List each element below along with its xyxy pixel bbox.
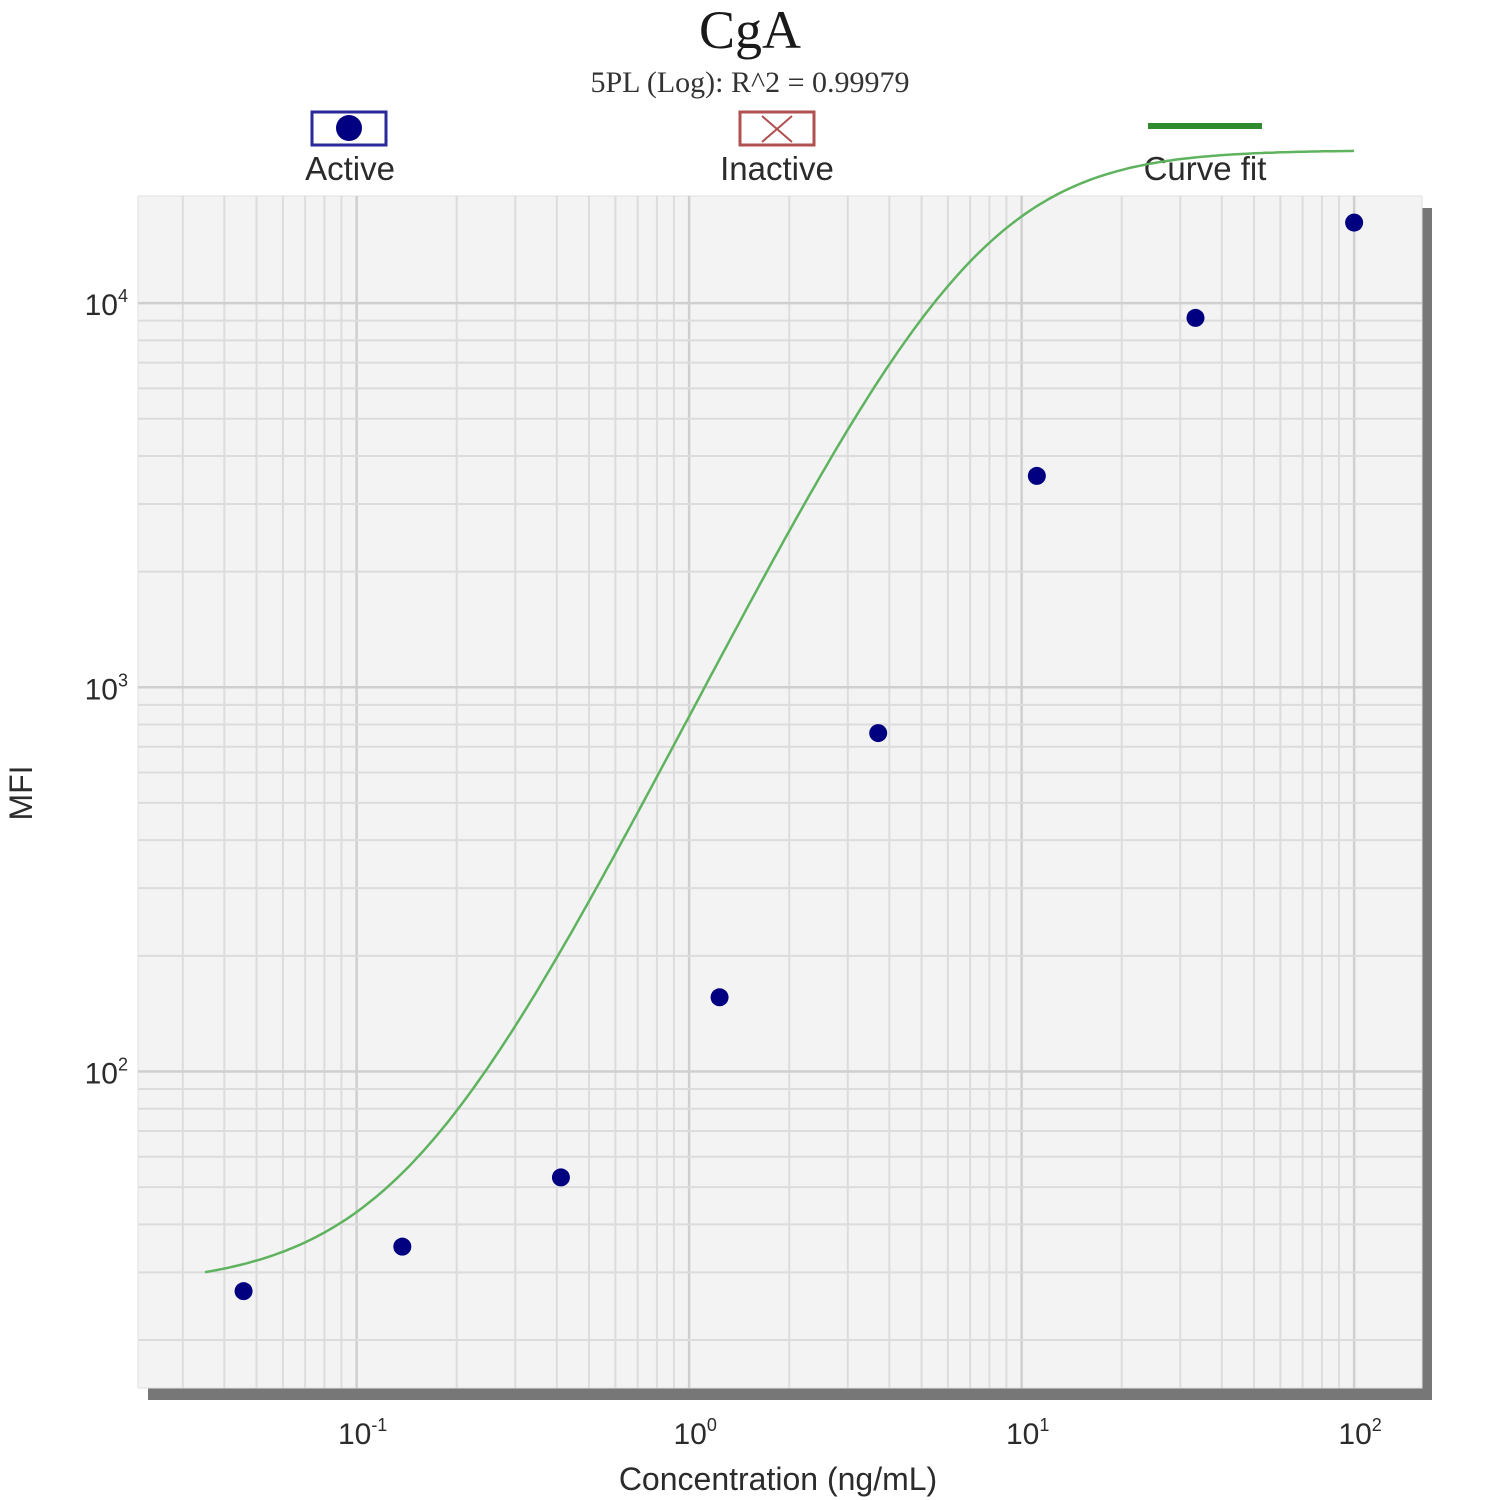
data-point bbox=[1027, 466, 1046, 485]
x-tick-labels: 10-1 100 101 102 bbox=[338, 1415, 1382, 1451]
plot-area bbox=[137, 195, 1423, 1389]
curve-layer bbox=[204, 149, 1355, 1274]
legend-active-marker bbox=[336, 115, 362, 141]
data-point bbox=[1186, 308, 1205, 327]
y-axis-label: MFI bbox=[3, 765, 39, 820]
legend: Active Inactive Curve fit bbox=[305, 110, 1266, 187]
x-tick-label: 100 bbox=[673, 1415, 716, 1451]
legend-active-label: Active bbox=[305, 150, 395, 187]
data-point bbox=[710, 988, 729, 1007]
legend-inactive-label: Inactive bbox=[720, 150, 834, 187]
grid bbox=[138, 196, 1422, 1388]
legend-item-inactive: Inactive bbox=[720, 110, 834, 187]
data-points bbox=[234, 213, 1364, 1301]
data-point bbox=[393, 1237, 412, 1256]
y-tick-labels: 102 103 104 bbox=[85, 286, 128, 1090]
data-point bbox=[1345, 213, 1364, 232]
legend-active-box bbox=[310, 110, 388, 147]
y-tick-label: 103 bbox=[85, 670, 128, 706]
curve-fit-line bbox=[204, 149, 1355, 1274]
chart-subtitle: 5PL (Log): R^2 = 0.99979 bbox=[590, 66, 909, 99]
chart-title: CgA bbox=[699, 0, 801, 60]
y-tick-label: 104 bbox=[85, 286, 128, 322]
data-point bbox=[869, 724, 888, 743]
x-tick-label: 101 bbox=[1006, 1415, 1049, 1451]
legend-item-active: Active bbox=[305, 110, 395, 187]
legend-inactive-box bbox=[738, 110, 816, 147]
y-tick-label: 102 bbox=[85, 1054, 128, 1090]
x-tick-label: 102 bbox=[1338, 1415, 1381, 1451]
x-tick-label: 10-1 bbox=[338, 1415, 387, 1451]
x-axis-label: Concentration (ng/mL) bbox=[619, 1461, 937, 1497]
legend-inactive-cross-b bbox=[761, 115, 793, 143]
data-point bbox=[551, 1168, 570, 1187]
data-point bbox=[234, 1282, 253, 1301]
